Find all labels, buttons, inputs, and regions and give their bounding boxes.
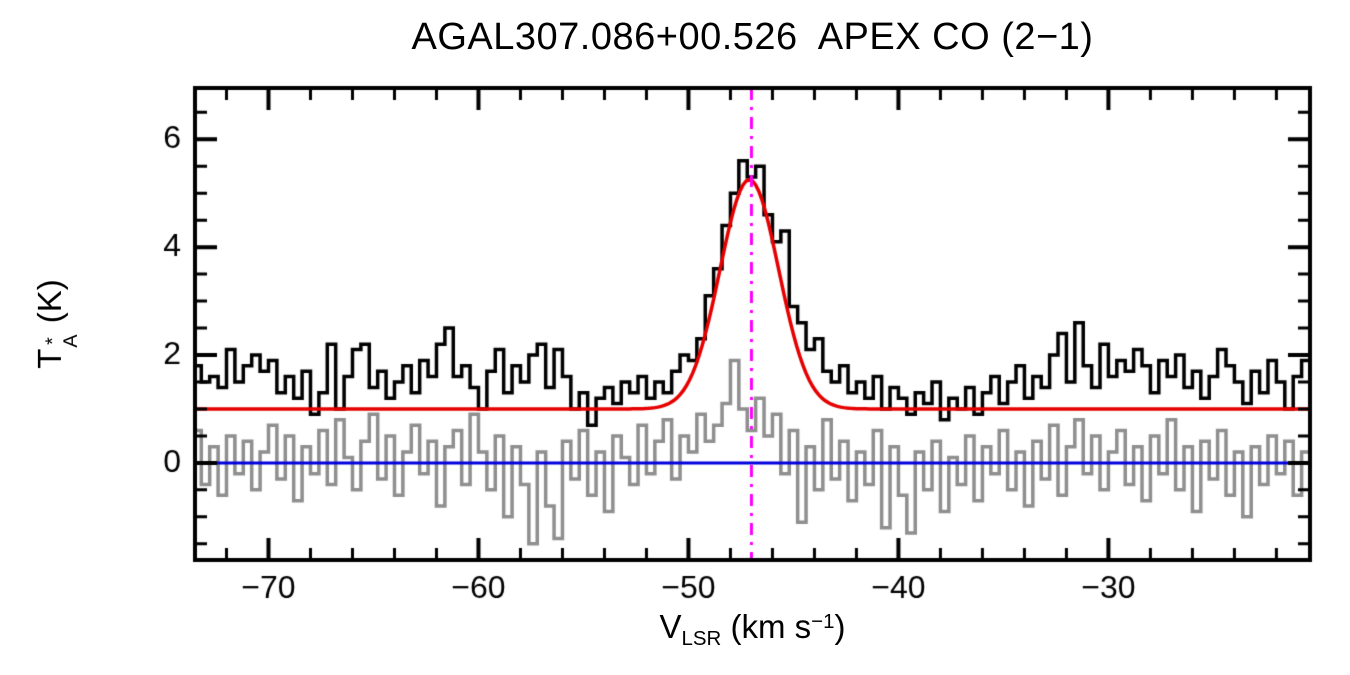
y-axis-symbol: T <box>30 348 68 369</box>
y-axis-label: T * A (K) <box>30 279 83 369</box>
y-axis-unit: (K) <box>30 279 68 333</box>
y-axis-supsub: * A <box>42 334 83 348</box>
x-axis-unit-pre: (km s <box>721 608 812 645</box>
y-axis-subscript: A <box>60 334 83 348</box>
plot-title: AGAL307.086+00.526 APEX CO (2−1) <box>411 16 1094 58</box>
x-axis-exponent: −1 <box>811 609 835 633</box>
x-axis-subscript: LSR <box>681 627 722 651</box>
x-axis-unit-post: ) <box>834 608 846 645</box>
x-axis-label: VLSR (km s−1) <box>195 608 1310 651</box>
x-axis-symbol: V <box>659 608 682 645</box>
